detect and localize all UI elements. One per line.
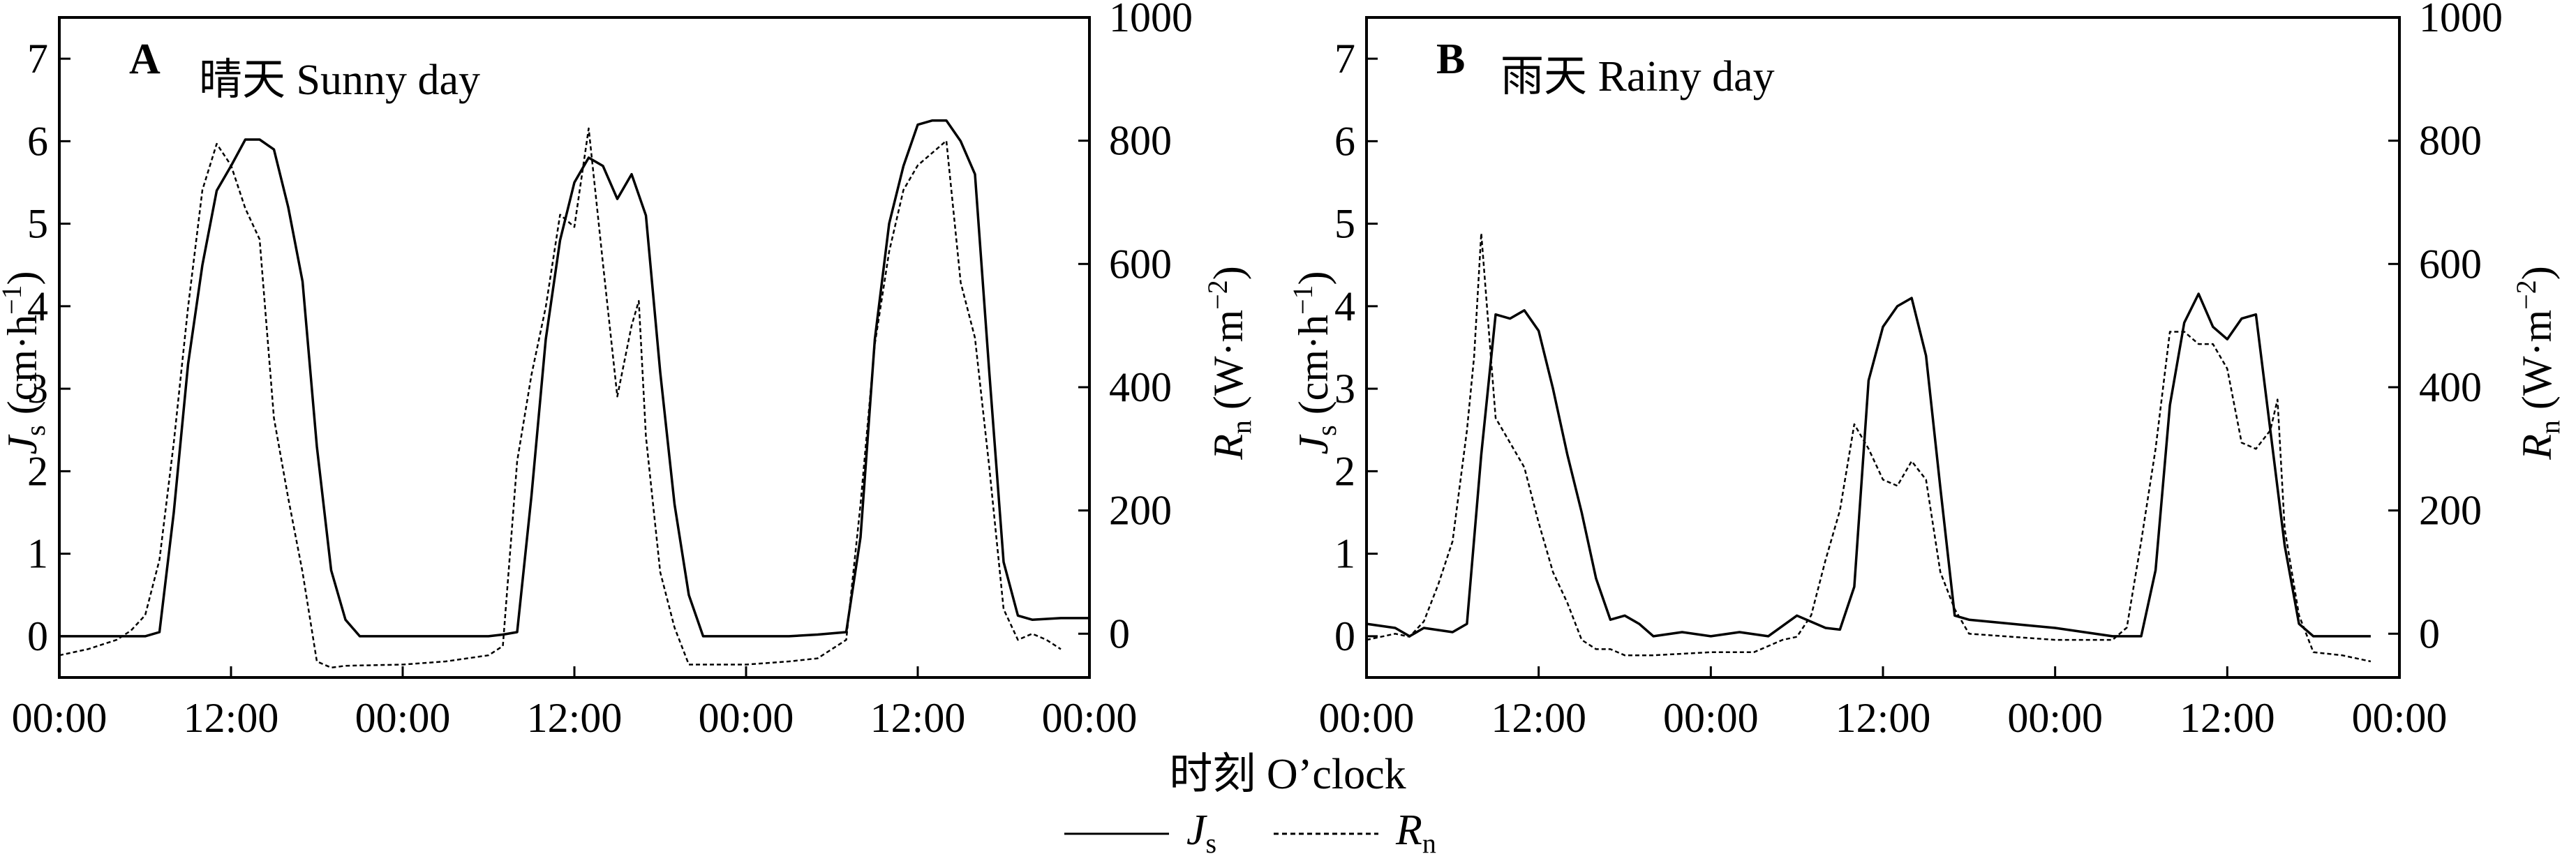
- panel-a-left-axis-title: Js (cm·h−1): [0, 271, 51, 454]
- right-tick-label: 0: [1109, 610, 1130, 657]
- right-tick-label: 800: [1109, 118, 1172, 164]
- left-tick-label: 2: [1334, 448, 1355, 494]
- left-tick-label: 7: [1334, 36, 1355, 82]
- panel-b-left-axis: 0 1 2 3 4 5 6 7: [1334, 36, 1378, 659]
- series-line-js: [1366, 292, 2371, 638]
- left-tick-label: 1: [27, 531, 48, 577]
- x-tick-label: 00:00: [2007, 695, 2103, 741]
- shared-x-axis-title: 时刻 O’clock: [1169, 751, 1406, 798]
- right-tick-label: 400: [1109, 364, 1172, 410]
- left-tick-label: 4: [27, 283, 48, 329]
- panel-a-right-axis-title: Rn (W·m−2): [1202, 266, 1257, 460]
- left-tick-label: 1: [1334, 531, 1355, 577]
- x-tick-label: 00:00: [1319, 695, 1415, 741]
- panel-a-x-axis: 00:00 12:00 00:00 12:00 00:00 12:00 00:00: [12, 666, 1138, 741]
- x-tick-label: 12:00: [1491, 695, 1586, 741]
- left-tick-label: 5: [1334, 201, 1355, 247]
- left-tick-label: 5: [27, 201, 48, 247]
- right-tick-label: 200: [1109, 488, 1172, 534]
- panel-b-right-axis-title: Rn (W·m−2): [2510, 266, 2566, 460]
- right-tick-label: 200: [2419, 488, 2482, 534]
- left-tick-label: 3: [1334, 366, 1355, 412]
- x-tick-label: 12:00: [1836, 695, 1931, 741]
- right-tick-label: 0: [2419, 610, 2440, 657]
- left-tick-label: 7: [27, 36, 48, 82]
- right-tick-label: 600: [1109, 241, 1172, 287]
- panel-a-series: [59, 119, 1089, 669]
- panel-b-right-axis: 0 200 400 600 800 1000: [2388, 0, 2503, 657]
- left-tick-label: 0: [27, 613, 48, 659]
- right-tick-label: 800: [2419, 118, 2482, 164]
- right-tick-label: 600: [2419, 241, 2482, 287]
- panel-b-letter: B: [1436, 36, 1465, 83]
- series-line-rn: [1366, 232, 2372, 663]
- right-tick-label: 1000: [2419, 0, 2503, 40]
- x-tick-label: 12:00: [184, 695, 279, 741]
- panel-a-title: 晴天 Sunny day: [199, 57, 480, 104]
- left-tick-label: 3: [27, 366, 48, 412]
- x-tick-label: 00:00: [355, 695, 451, 741]
- panel-b-title: 雨天 Rainy day: [1501, 53, 1775, 100]
- right-tick-label: 400: [2419, 364, 2482, 410]
- panel-b-left-axis-title: Js (cm·h−1): [1287, 271, 1342, 454]
- panel-b-x-axis: 00:00 12:00 00:00 12:00 00:00 12:00 00:00: [1319, 666, 2448, 741]
- panel-a-right-axis: 0 200 400 600 800 1000: [1078, 0, 1193, 657]
- x-tick-label: 00:00: [699, 695, 794, 741]
- panel-a-left-axis: 0 1 2 3 4 5 6 7: [27, 36, 70, 659]
- legend: Js Rn: [1064, 807, 1436, 854]
- series-line-js: [59, 119, 1089, 638]
- legend-rn-label: Rn: [1395, 807, 1436, 854]
- panel-a-letter: A: [129, 36, 161, 83]
- right-tick-label: 1000: [1109, 0, 1193, 40]
- x-tick-label: 00:00: [12, 695, 107, 741]
- legend-js-label: Js: [1186, 807, 1216, 854]
- series-line-rn: [59, 127, 1062, 669]
- x-tick-label: 12:00: [870, 695, 966, 741]
- x-tick-label: 00:00: [1042, 695, 1138, 741]
- panel-b-series: [1366, 232, 2372, 663]
- left-tick-label: 2: [27, 448, 48, 494]
- left-tick-label: 4: [1334, 283, 1355, 329]
- x-tick-label: 00:00: [1663, 695, 1759, 741]
- left-tick-label: 6: [27, 118, 48, 164]
- panel-a-frame: [58, 16, 1091, 679]
- x-tick-label: 00:00: [2352, 695, 2448, 741]
- x-tick-label: 12:00: [2180, 695, 2275, 741]
- left-tick-label: 6: [1334, 118, 1355, 164]
- left-tick-label: 0: [1334, 613, 1355, 659]
- panel-b-frame: [1365, 16, 2401, 679]
- x-tick-label: 12:00: [527, 695, 623, 741]
